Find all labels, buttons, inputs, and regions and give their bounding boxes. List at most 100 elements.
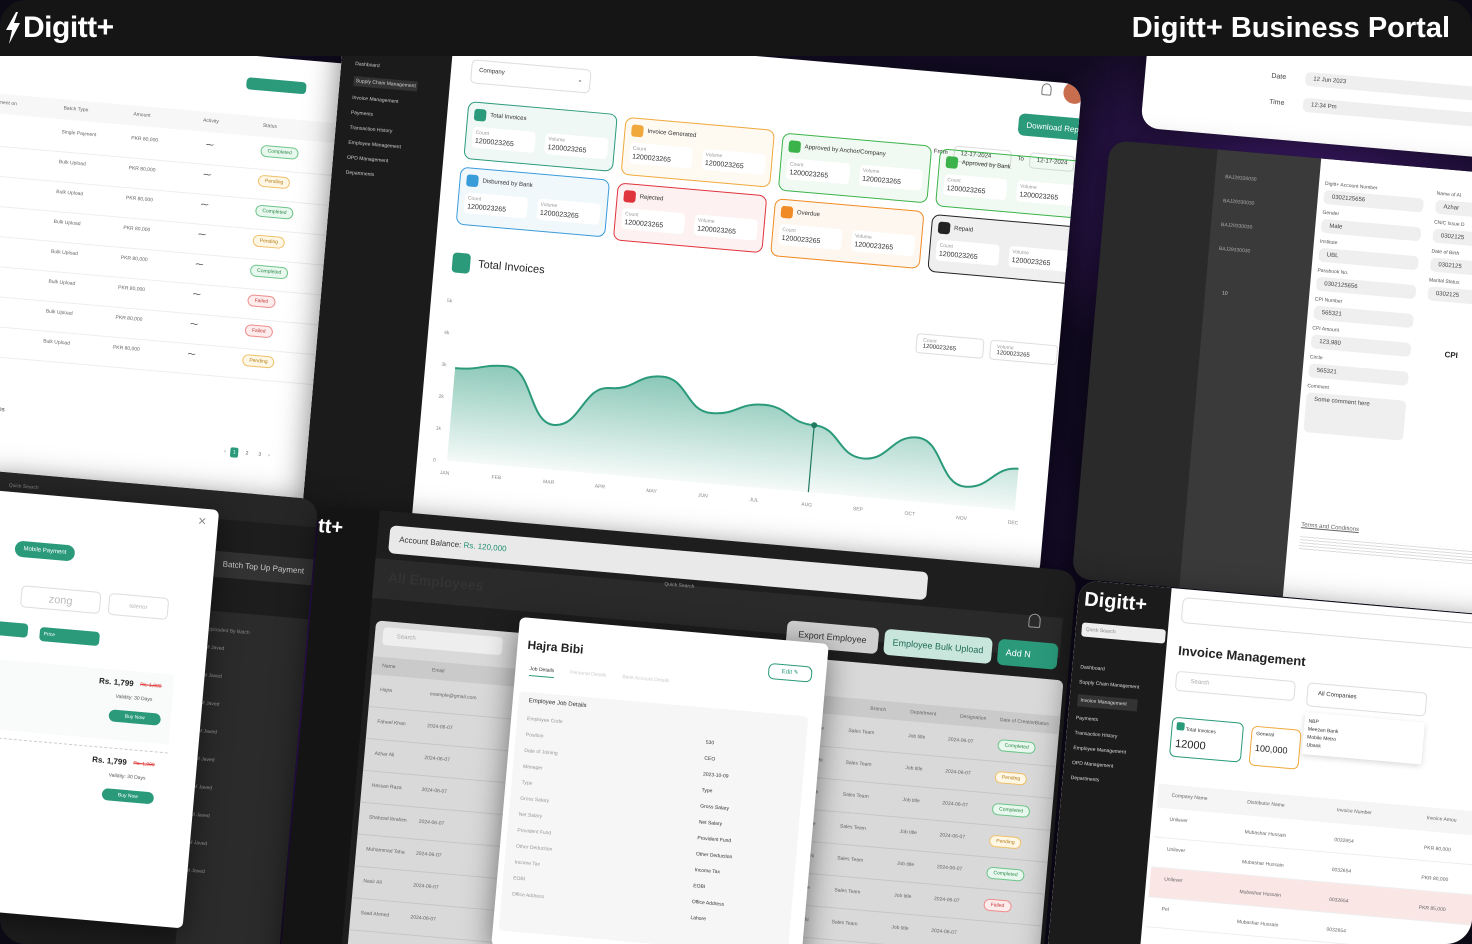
price-select[interactable]: Price (39, 626, 101, 647)
page-number[interactable]: 3 (258, 451, 262, 458)
detail-value: Other Deduction (695, 851, 733, 861)
row-type: Bulk Upload (53, 218, 81, 228)
stat-card[interactable]: Invoice Generated Count 1200023265 Volume 12… (620, 116, 776, 188)
zong-option[interactable]: zong (19, 585, 102, 615)
stat-card[interactable]: Approved by Bank Count 1200023265 Volume 120… (935, 148, 1083, 220)
page-size-select[interactable]: 10 (1221, 290, 1228, 297)
avatar[interactable] (1062, 80, 1083, 105)
sidebar-item[interactable]: OPD Management (1071, 760, 1114, 770)
activity-icon[interactable]: ⁓ (200, 199, 210, 210)
date-field[interactable]: 12 Jun 2023 (1304, 71, 1472, 104)
stat-card[interactable]: Approved by Anchor/Company Count 120002326… (777, 132, 933, 204)
sidebar-item[interactable]: Invoice Management (351, 94, 399, 105)
employee-name: Hajra (379, 686, 393, 694)
sidebar-item[interactable]: Payments (350, 109, 374, 118)
stat-card[interactable]: Repaid Count 1200023265 Volume 1200023265 (927, 213, 1082, 285)
quick-search[interactable]: Quick Search (1081, 622, 1166, 644)
column-header: Company Name (1171, 792, 1208, 802)
sidebar-item[interactable]: Employee Management (1073, 745, 1127, 756)
highlight-line (807, 425, 815, 493)
download-report-button[interactable]: Download Report (1017, 113, 1083, 142)
package-validity: Validity: 30 Days (115, 693, 153, 703)
row-amount: PKR 80,000 (115, 314, 143, 323)
field-value[interactable]: Azhar (1434, 199, 1472, 220)
activity-icon[interactable]: ⁓ (192, 289, 202, 299)
table-search[interactable]: Search (382, 627, 504, 656)
bell-icon[interactable] (1041, 83, 1053, 96)
activity-icon[interactable]: ⁓ (189, 319, 199, 329)
close-icon[interactable]: × (197, 512, 208, 529)
document-icon (451, 252, 472, 274)
page-number[interactable]: 2 (245, 450, 249, 457)
card-title: Overdue (796, 210, 821, 219)
sidebar-item[interactable]: Invoice Management (1076, 694, 1139, 712)
invoice-table: Company Name Distributor Name Invoice Numb… (1146, 783, 1472, 944)
telenor-option[interactable]: telenor (107, 592, 170, 620)
activity-icon[interactable]: ⁓ (197, 229, 207, 240)
company-select[interactable]: Company ⌄ (469, 59, 592, 94)
edit-button[interactable]: Edit ✎ (767, 662, 813, 683)
sidebar-item[interactable]: Supply Chain Management (353, 76, 419, 92)
sidebar-item[interactable]: OPD Management (346, 154, 389, 165)
entries-count: 0 of 11 entries (0, 404, 5, 414)
buy-now-button[interactable]: Buy Now (101, 787, 155, 805)
filter-select[interactable]: ity (0, 619, 29, 638)
status-badge: Pending (252, 234, 286, 250)
activity-icon[interactable]: ⁓ (202, 169, 212, 180)
row-uploader: M Javed (188, 839, 208, 848)
activity-icon[interactable]: ⁓ (205, 139, 215, 150)
panel-action-button[interactable] (245, 77, 307, 95)
row-uploader: M Javed (192, 783, 213, 792)
sidebar-item[interactable]: Departments (1070, 774, 1100, 784)
generated-stat: General 100,000 (1248, 725, 1302, 770)
page-number[interactable]: 1 (229, 447, 240, 458)
sidebar-item[interactable]: Employee Management (348, 139, 402, 151)
activity-icon[interactable]: ⁓ (195, 259, 204, 270)
sidebar-item[interactable]: Transaction History (349, 124, 393, 135)
search-input[interactable]: Search (1174, 670, 1297, 702)
detail-value: Gross Salary (699, 803, 730, 812)
field-value[interactable]: Some comment here (1303, 392, 1407, 441)
stat-card[interactable]: Overdue Count 1200023265 Volume 1200023265 (770, 198, 925, 270)
modal-tab[interactable]: Personal Details (569, 669, 607, 679)
batch-topup-heading: Batch Top Up Payment (211, 550, 319, 587)
modal-tab[interactable]: Job Details (528, 666, 555, 679)
pagination[interactable]: ‹ 1 2 3 › (224, 447, 270, 461)
detail-value: Lahore (690, 915, 707, 923)
stat-card[interactable]: Disbursed by Bank Count 1200023265 Volume 12… (455, 166, 611, 238)
sidebar-item[interactable]: Payments (1075, 715, 1099, 724)
all-companies-select[interactable]: All Companies (1305, 682, 1428, 717)
bell-icon[interactable] (1028, 613, 1042, 629)
buy-now-button[interactable]: Buy Now (108, 709, 162, 726)
stat-card[interactable]: Total Invoices Count 1200023265 Volume 12000… (463, 101, 618, 172)
value: 1200023265 (547, 144, 587, 155)
detail-value: 2023-10-09 (702, 771, 729, 780)
value: 1200023265 (854, 241, 894, 252)
x-tick-label: SEP (853, 506, 864, 513)
x-tick-label: MAY (646, 488, 658, 495)
value: 1200023265 (781, 234, 821, 246)
sidebar-item[interactable]: Supply Chain Management (1078, 679, 1140, 691)
terms-link[interactable]: Terms and Conditions (1300, 522, 1360, 534)
field-value[interactable]: 0302125 (1429, 257, 1472, 278)
field-value[interactable]: 0302125 (1427, 286, 1472, 307)
value-label: Count (782, 226, 796, 235)
sidebar-item[interactable]: Dashboard (1080, 664, 1106, 673)
employee-name: Azhar Ali (374, 750, 395, 759)
chevron-left-icon[interactable]: ‹ (223, 448, 227, 455)
sidebar-item[interactable]: Dashboard (354, 61, 380, 70)
mobile-payment-tab[interactable]: Mobile Payment (14, 540, 76, 562)
company-dropdown[interactable]: NBP Meezan Bank Mobile Metro Ubank (1301, 712, 1425, 765)
chevron-right-icon[interactable]: › (267, 452, 271, 459)
field-value[interactable]: 0302125 (1432, 228, 1472, 249)
highlight-point[interactable] (811, 422, 818, 429)
sidebar-item[interactable]: Transaction History (1074, 730, 1118, 740)
sidebar-item[interactable]: Departments (345, 169, 375, 179)
modal-tab[interactable]: Bank Account Details (622, 674, 670, 685)
value-label: Volume (854, 233, 872, 241)
time-field[interactable]: 12:34 Pm (1302, 97, 1472, 130)
activity-icon[interactable]: ⁓ (187, 349, 197, 359)
stat-card[interactable]: Rejected Count 1200023265 Volume 1200023265 (612, 182, 768, 254)
employee-department: Sales Team (842, 791, 869, 800)
add-employee-button[interactable]: Add N (996, 638, 1059, 670)
